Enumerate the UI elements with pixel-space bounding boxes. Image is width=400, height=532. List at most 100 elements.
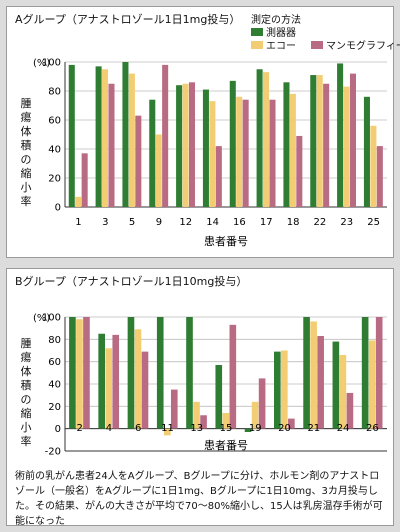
chart-b-bar [303, 317, 310, 429]
chart-b-bar [156, 317, 164, 429]
chart-a-bar [343, 86, 350, 207]
chart-b-ytick-label: 20 [48, 402, 61, 413]
chart-a-category-label: 12 [179, 217, 192, 228]
chart-b-category-label: 21 [307, 423, 320, 434]
chart-a-category-label: 3 [102, 217, 108, 228]
chart-a-bar [269, 99, 276, 207]
chart-b-bar [229, 324, 237, 429]
chart-b-category-label: 24 [337, 423, 350, 434]
chart-a-bar [128, 73, 135, 207]
chart-b-bar [105, 348, 113, 429]
chart-a-bar [81, 153, 88, 207]
chart-a-bar [236, 96, 243, 207]
chart-a-bar [188, 82, 196, 207]
chart-b-xlabel: 患者番号 [204, 439, 248, 452]
chart-b-bar [258, 378, 266, 429]
chart-b-bar [368, 340, 376, 429]
chart-a-bar [155, 134, 162, 207]
legend-item-measuring-device: 測器器 [251, 24, 296, 39]
chart-a-xlabel: 患者番号 [204, 235, 248, 248]
panel-b-title: Bグループ（アナストロゾール1日10mg投与） [15, 275, 248, 288]
chart-b-bar [274, 351, 281, 429]
chart-b-unit-label: (%) [33, 313, 50, 324]
chart-b-bar [83, 317, 90, 429]
chart-a-bar [162, 64, 169, 208]
panel-group-a: Aグループ（アナストロゾール1日1mg投与） 測定の方法 測器器 エコー マンモ… [6, 6, 400, 258]
chart-b-bar [281, 350, 288, 429]
chart-b-bar [339, 354, 347, 429]
caption: 術前の乳がん患者24人をAグループ、Bグループに分け、ホルモン剤のアナストロゾー… [15, 471, 383, 527]
chart-b-bar [288, 418, 295, 429]
panel-a-title: Aグループ（アナストロゾール1日1mg投与） [15, 13, 241, 26]
chart-b-bar [112, 334, 120, 429]
chart-b-ytick-label: 0 [55, 424, 61, 435]
chart-a-ytick-label: 80 [48, 87, 61, 98]
chart-a-bar [108, 83, 115, 207]
chart-b-bar [193, 401, 200, 429]
legend-swatch-mammography [311, 40, 323, 49]
chart-a-ytick-label: 60 [48, 116, 61, 127]
legend-item-mammography: マンモグラフィー [311, 37, 400, 52]
chart-a-bar [256, 69, 263, 207]
chart-a: (%) 0 20 40 60 80 100 1 3 5 9 12 14 16 17 18 22 23 25 患者番号 [33, 58, 387, 248]
chart-a-category-label: 16 [233, 217, 246, 228]
chart-b-bar [222, 413, 230, 429]
chart-a-category-label: 5 [129, 217, 135, 228]
chart-b-category-label: 26 [366, 423, 379, 434]
chart-b-bar [141, 351, 149, 429]
chart-a-category-label: 22 [314, 217, 327, 228]
legend-title: 測定の方法 [251, 15, 301, 26]
chart-a-category-label: 25 [367, 217, 380, 228]
chart-b-bar [310, 321, 317, 429]
chart-a-bar [242, 99, 249, 207]
chart-a-bar [182, 83, 189, 207]
chart-b-bar [200, 415, 207, 429]
chart-b-ytick-label: 60 [48, 357, 61, 368]
chart-b-bar [317, 335, 324, 429]
panel-a-ylabel: 腫瘍体積の縮小率 [20, 97, 32, 208]
chart-a-bar [337, 63, 344, 208]
chart-b-category-label: 13 [190, 423, 203, 434]
legend-label-measuring-device: 測器器 [266, 28, 296, 39]
legend-swatch-measuring-device [251, 27, 263, 36]
chart-b-bar [186, 317, 193, 429]
panel-b-ylabel: 腫瘍体積の縮小率 [20, 337, 32, 448]
chart-b-category-label: 6 [135, 423, 141, 434]
chart-b-bar [163, 428, 171, 436]
legend-swatch-echo [251, 40, 263, 49]
chart-a-bar [376, 146, 383, 207]
chart-b-bar [332, 341, 340, 429]
chart-a-bar [229, 80, 236, 207]
chart-a-bar [149, 99, 156, 207]
chart-b-ytick-label: 40 [48, 380, 61, 391]
chart-a-category-label: 9 [156, 217, 162, 228]
legend-label-echo: エコー [266, 41, 296, 52]
chart-a-unit-label: (%) [33, 58, 50, 69]
chart-b-bar [134, 329, 142, 429]
chart-b-bar [76, 319, 83, 429]
chart-a-bar [202, 89, 209, 207]
chart-a-ytick-label: 40 [48, 145, 61, 156]
chart-a-bar [122, 62, 129, 207]
chart-b-category-label: 15 [220, 423, 233, 434]
chart-b-bar [346, 392, 354, 429]
chart-b-category-label: 4 [106, 423, 112, 434]
chart-b-bar [244, 428, 252, 433]
chart-a-bar [75, 196, 82, 207]
legend-label-mammography: マンモグラフィー [326, 41, 400, 52]
chart-b-category-label: 20 [278, 423, 291, 434]
chart-a-category-label: 23 [340, 217, 353, 228]
chart-b-bar [215, 365, 223, 429]
chart-a-category-label: 17 [260, 217, 273, 228]
chart-a-bar [68, 64, 75, 208]
chart-a-bar [370, 125, 377, 207]
chart-b-category-label: 11 [161, 423, 174, 434]
chart-a-bar [283, 82, 290, 207]
chart-b-bar [98, 333, 105, 429]
chart-b-bar [170, 389, 178, 429]
chart-a-bar [176, 85, 183, 207]
chart-a-bar [289, 93, 296, 207]
chart-b-bar [375, 317, 383, 429]
chart-b-ytick-label: 100 [42, 313, 61, 324]
